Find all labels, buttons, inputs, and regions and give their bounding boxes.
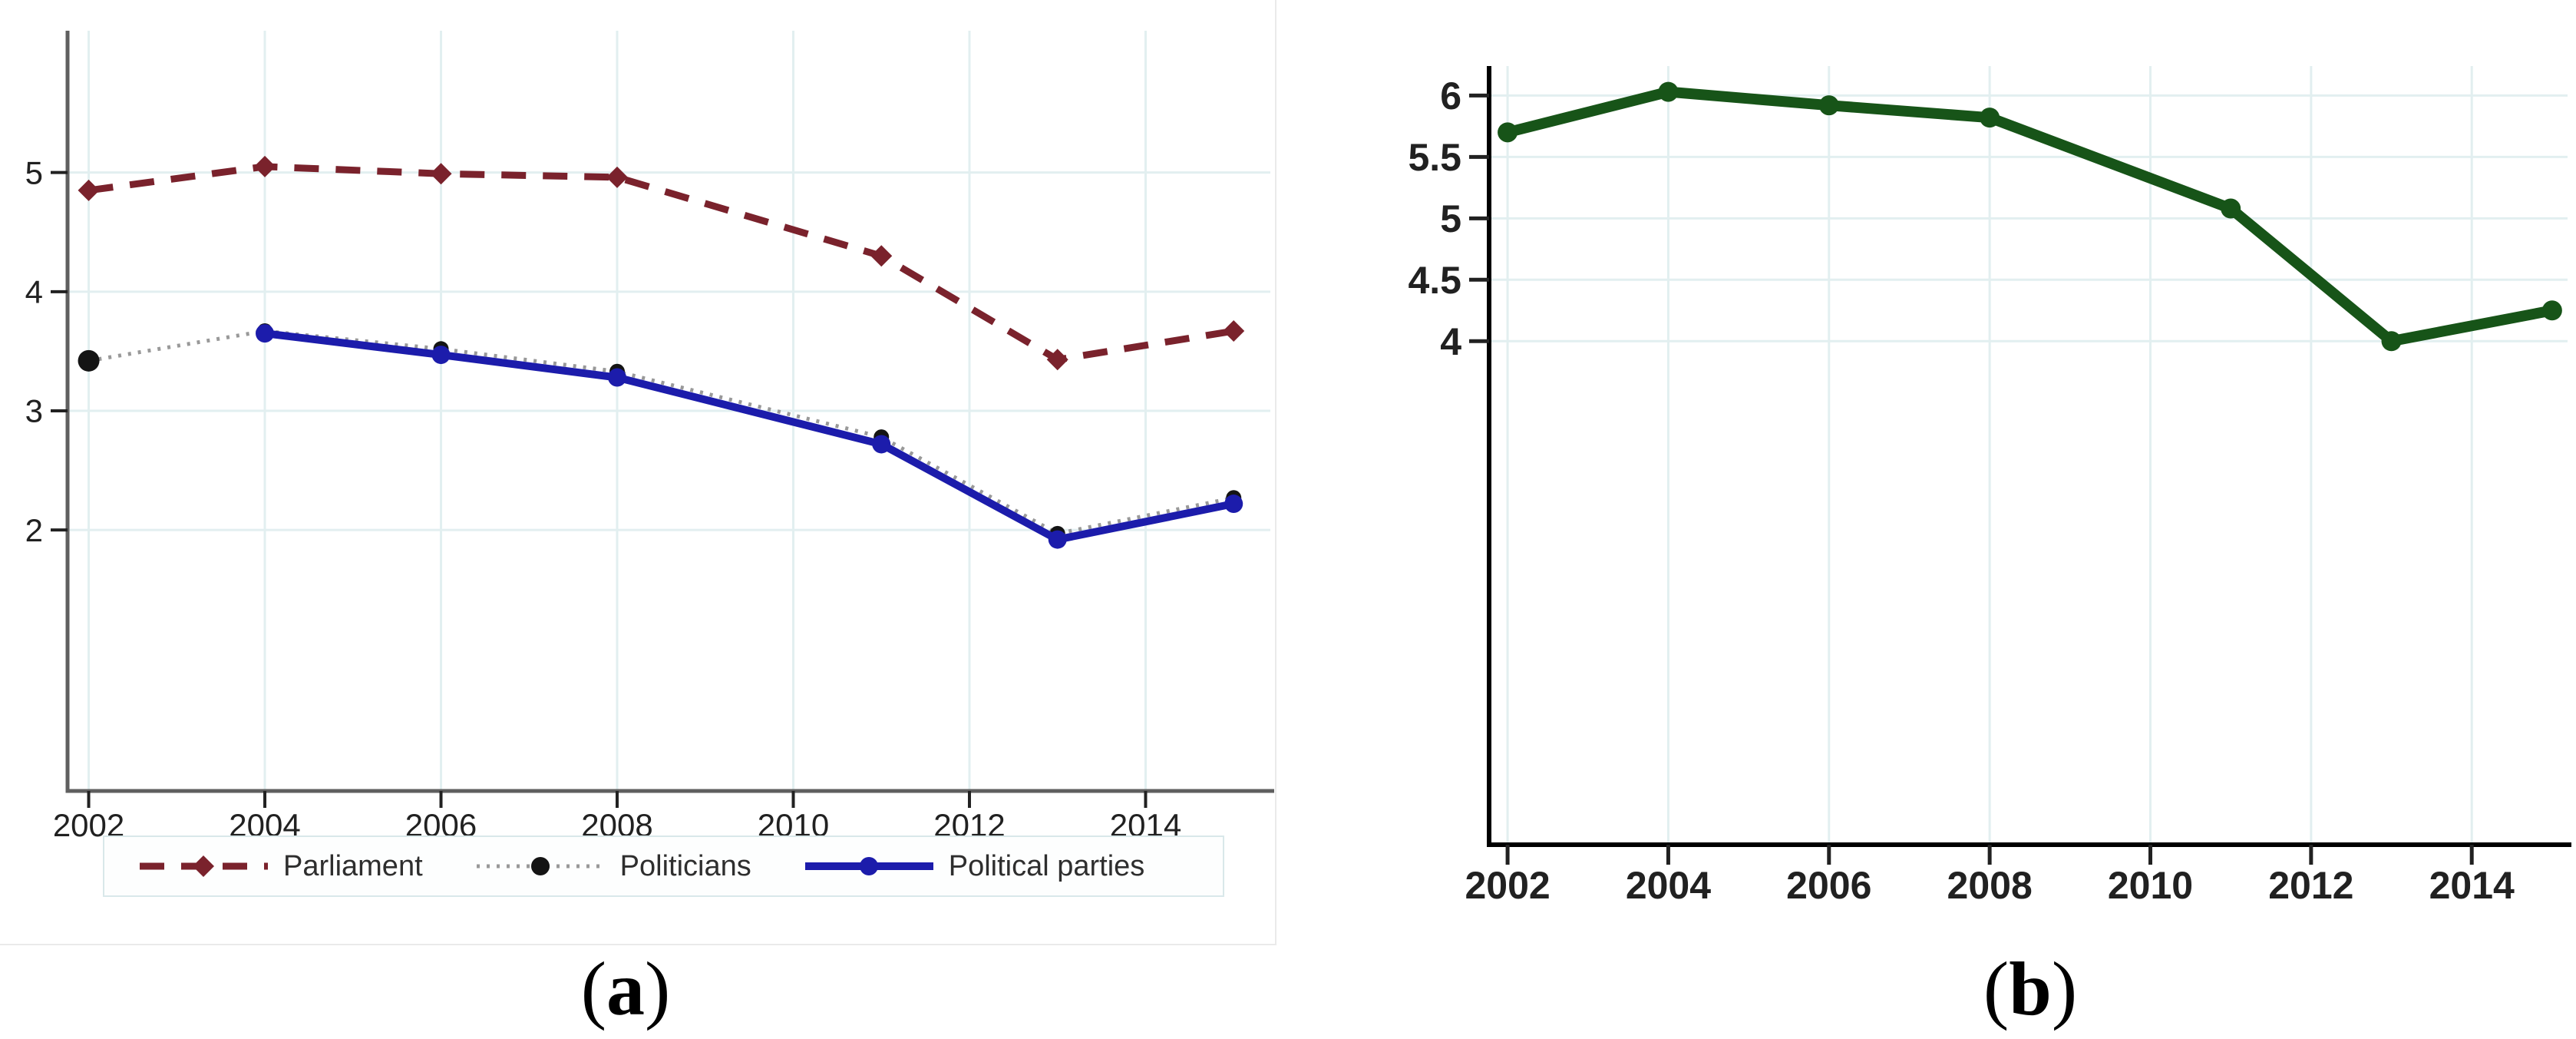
- series-marker-parliament: [430, 163, 452, 185]
- series-marker-parliament: [78, 179, 100, 201]
- caption-a-letter: a: [606, 946, 645, 1031]
- series-marker-parliament: [254, 155, 276, 177]
- x-tick-label: 2002: [1465, 864, 1550, 907]
- x-tick-label: 2004: [1626, 864, 1711, 907]
- x-tick-label: 2012: [2268, 864, 2353, 907]
- series-marker-political-system: [1980, 108, 2000, 128]
- series-line-political-parties: [264, 329, 1235, 544]
- y-tick-label: 5: [25, 154, 43, 190]
- caption-b-close: ): [2051, 946, 2078, 1031]
- x-tick-label: 2008: [1947, 864, 2033, 907]
- legend-label-political-parties: Political parties: [948, 849, 1145, 882]
- y-tick-label: 4: [1440, 320, 1461, 363]
- legend-sample-marker: [193, 855, 214, 877]
- y-tick-label: 4.5: [1408, 259, 1461, 302]
- legend-sample-politicians: [476, 857, 605, 875]
- y-tick-label: 5: [1440, 197, 1461, 240]
- y-tick-label: 5.5: [1408, 136, 1461, 179]
- caption-a-open: (: [580, 946, 606, 1031]
- x-tick-label: 2014: [2429, 864, 2515, 907]
- caption-b-open: (: [1983, 946, 2010, 1031]
- series-marker-political-system: [1818, 95, 1839, 116]
- legend-label-parliament: Parliament: [283, 849, 423, 882]
- series-marker-politicians: [78, 349, 100, 372]
- series-marker-political-system: [1498, 122, 1518, 143]
- legend-sample-parliament: [140, 855, 268, 877]
- series-marker-political-parties: [872, 435, 891, 454]
- series-marker-political-parties: [1224, 495, 1243, 514]
- legend-sample-marker: [530, 857, 550, 875]
- series-marker-parliament: [1223, 320, 1245, 342]
- x-tick-label: 2006: [1786, 864, 1871, 907]
- series-marker-political-parties: [431, 346, 451, 365]
- chart-b: 6 5.5 5 4.5 4 2002 2004 2006 2008 2010 2012 2014: [1408, 66, 2571, 907]
- legend-sample-marker: [859, 857, 878, 875]
- caption-a: (a): [319, 951, 933, 1027]
- y-tick-label: 4: [25, 274, 43, 310]
- series-marker-political-parties: [608, 368, 627, 387]
- caption-a-close: ): [645, 946, 671, 1031]
- series-marker-political-system: [1658, 81, 1679, 102]
- legend-label-politicians: Politicians: [619, 849, 751, 882]
- y-tick-label: 6: [1440, 74, 1461, 117]
- series-marker-political-parties: [1048, 530, 1067, 549]
- series-marker-political-system: [2541, 300, 2562, 321]
- series-line-political-system: [1506, 86, 2554, 347]
- series-marker-parliament: [1046, 349, 1068, 371]
- legend-item-parliament: Parliament: [137, 849, 423, 883]
- caption-b: (b): [1723, 951, 2337, 1027]
- y-tick-label: 3: [25, 393, 43, 429]
- caption-b-letter: b: [2009, 946, 2052, 1031]
- series-marker-parliament: [870, 245, 893, 267]
- legend-item-political-parties: Political parties: [802, 849, 1145, 883]
- x-tick-label: 2010: [2108, 864, 2193, 907]
- series-marker-parliament: [606, 166, 629, 188]
- series-marker-political-system: [2221, 198, 2241, 219]
- legend-item-politicians: Politicians: [474, 849, 751, 883]
- series-marker-political-system: [2381, 331, 2402, 352]
- y-tick-label: 2: [25, 512, 43, 548]
- legend: Parliament Politicians Political parties: [103, 836, 1224, 897]
- series-marker-political-parties: [256, 324, 275, 343]
- legend-sample-political-parties: [804, 857, 933, 875]
